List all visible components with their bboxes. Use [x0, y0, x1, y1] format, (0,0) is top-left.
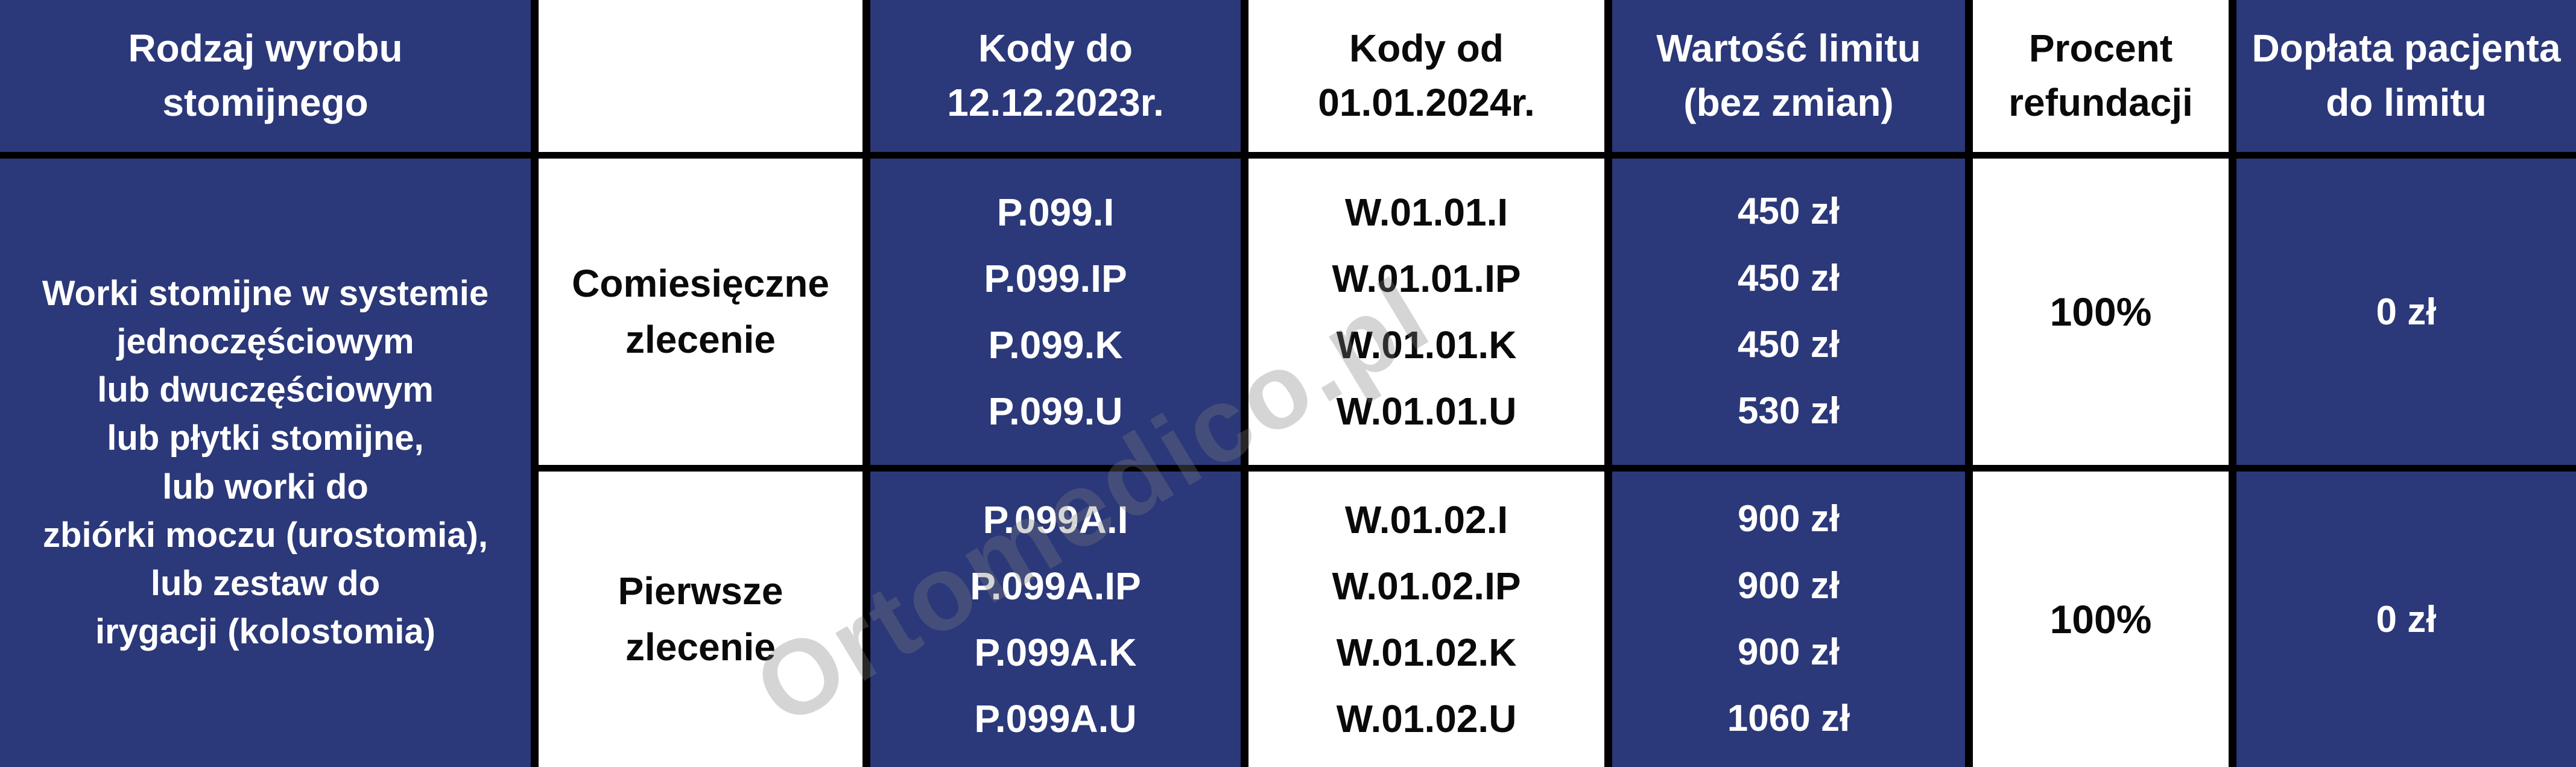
row1-codes-from-cell: W.01.01.I W.01.01.IP W.01.01.K W.01.01.U — [1248, 159, 1604, 465]
header-blank — [539, 0, 862, 152]
row2-refund-percent-cell: 100% — [1973, 472, 2229, 767]
header-codes-until: Kody do 12.12.2023r. — [870, 0, 1241, 152]
header-refund-percent: Procent refundacji — [1973, 0, 2229, 152]
row1-codes-until-cell: P.099.I P.099.IP P.099.K P.099.U — [870, 159, 1241, 465]
header-patient-copay: Dopłata pacjenta do limitu — [2236, 0, 2576, 152]
product-description-cell: Worki stomijne w systemie jednoczęściowy… — [0, 159, 531, 767]
header-limit-value: Wartość limitu (bez zmian) — [1612, 0, 1965, 152]
row2-codes-from-cell: W.01.02.I W.01.02.IP W.01.02.K W.01.02.U — [1248, 472, 1604, 767]
row2-patient-copay-cell: 0 zł — [2236, 472, 2576, 767]
row2-codes-until-cell: P.099A.I P.099A.IP P.099A.K P.099A.U — [870, 472, 1241, 767]
header-product-type: Rodzaj wyrobu stomijnego — [0, 0, 531, 152]
row1-patient-copay-cell: 0 zł — [2236, 159, 2576, 465]
row1-limit-values-cell: 450 zł 450 zł 450 zł 530 zł — [1612, 159, 1965, 465]
row1-order-type-cell: Comiesięczne zlecenie — [539, 159, 862, 465]
row2-order-type-cell: Pierwsze zlecenie — [539, 472, 862, 767]
row1-refund-percent-cell: 100% — [1973, 159, 2229, 465]
row2-limit-values-cell: 900 zł 900 zł 900 zł 1060 zł — [1612, 472, 1965, 767]
header-codes-from: Kody od 01.01.2024r. — [1248, 0, 1604, 152]
